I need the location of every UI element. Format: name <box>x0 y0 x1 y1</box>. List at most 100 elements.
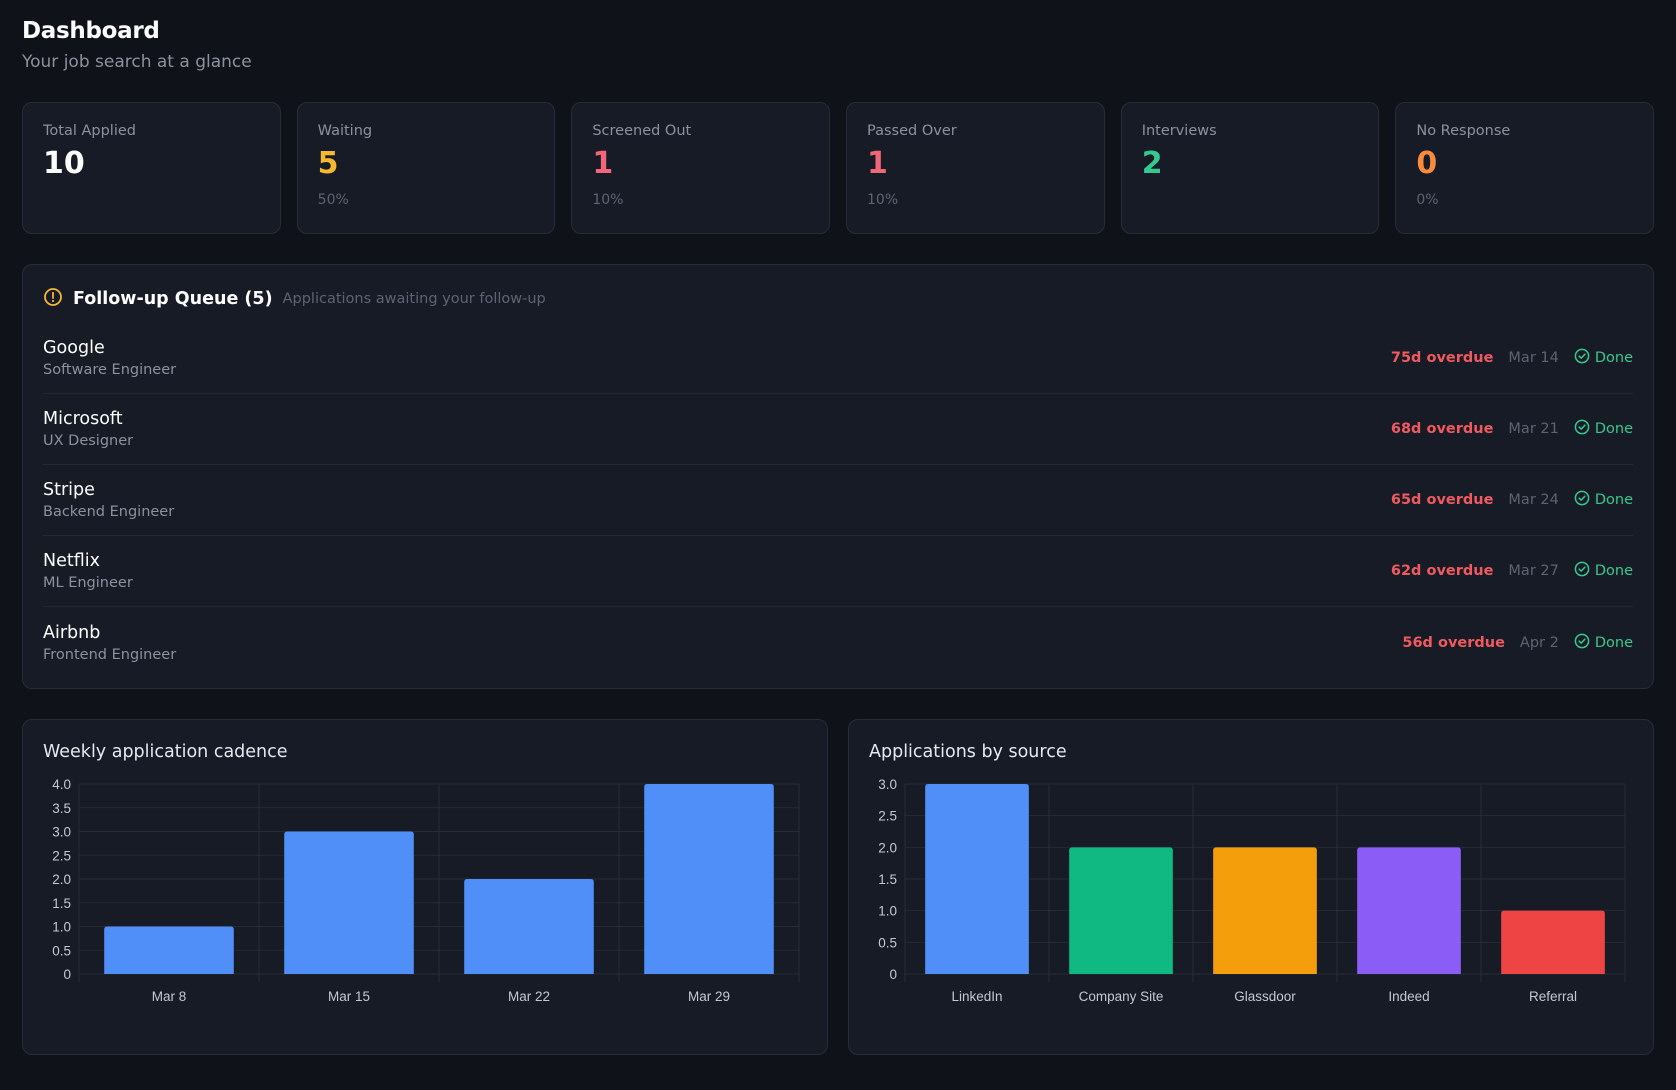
queue-item-meta: 56d overdue Apr 2 Done <box>1402 633 1633 653</box>
done-label: Done <box>1594 421 1633 437</box>
stat-value: 1 <box>867 146 888 181</box>
applied-date: Apr 2 <box>1519 634 1559 651</box>
done-button[interactable]: Done <box>1574 561 1633 581</box>
queue-item-meta: 62d overdue Mar 27 Done <box>1391 561 1633 581</box>
bar[interactable] <box>1213 847 1317 974</box>
x-tick-label: Mar 22 <box>508 989 550 1004</box>
queue-item-meta: 65d overdue Mar 24 Done <box>1391 490 1633 510</box>
job-role: Software Engineer <box>43 362 177 378</box>
stat-card-waiting: Waiting 5 50% <box>296 102 556 234</box>
job-role: Frontend Engineer <box>43 646 177 663</box>
x-tick-label: Mar 15 <box>328 989 370 1004</box>
x-tick-label: Glassdoor <box>1234 989 1296 1004</box>
chart-title: Weekly application cadence <box>43 742 288 762</box>
source-chart-card: Applications by source 0 0.5 1.0 1.5 2.0 2.5 3… <box>848 719 1654 1055</box>
y-tick-label: 1.0 <box>878 904 897 919</box>
y-tick-label: 2.5 <box>52 848 71 863</box>
done-label: Done <box>1594 563 1633 579</box>
x-tick-label: Mar 29 <box>688 989 730 1004</box>
page-title: Dashboard <box>22 18 160 44</box>
done-label: Done <box>1594 634 1633 651</box>
x-tick-label: Indeed <box>1388 989 1429 1004</box>
company-name: Stripe <box>43 480 95 500</box>
y-tick-label: 2.0 <box>878 840 897 855</box>
x-tick-label: Company Site <box>1079 989 1164 1004</box>
bar[interactable] <box>104 926 234 975</box>
done-label: Done <box>1594 350 1633 366</box>
queue-item-info: Netflix ML Engineer <box>43 551 133 591</box>
x-tick-label: Referral <box>1529 989 1577 1004</box>
y-tick-label: 0.5 <box>878 935 897 950</box>
stat-label: Interviews <box>1141 123 1217 139</box>
queue-item-meta: 75d overdue Mar 14 Done <box>1391 348 1633 368</box>
done-button[interactable]: Done <box>1574 490 1633 510</box>
bar[interactable] <box>1501 910 1605 974</box>
queue-item: Stripe Backend Engineer 65d overdue Mar … <box>43 465 1633 536</box>
overdue-badge: 62d overdue <box>1390 563 1494 579</box>
applied-date: Mar 24 <box>1508 492 1559 508</box>
check-circle-icon <box>1574 419 1595 439</box>
stat-card-passed-over: Passed Over 1 10% <box>846 102 1105 234</box>
stat-label: Total Applied <box>43 123 136 139</box>
stat-percent: 0% <box>1416 192 1439 208</box>
done-label: Done <box>1594 492 1633 508</box>
queue-item-info: Google Software Engineer <box>43 338 176 378</box>
check-circle-icon <box>1574 633 1595 653</box>
page-subtitle: Your job search at a glance <box>22 52 252 72</box>
y-tick-label: 0 <box>889 967 897 982</box>
stats-row: Total Applied 10 Waiting 5 50% Screened … <box>22 102 1655 234</box>
stat-label: Waiting <box>317 123 373 139</box>
stat-card-interviews: Interviews 2 <box>1120 102 1380 234</box>
stat-percent: 10% <box>867 192 899 208</box>
applied-date: Mar 14 <box>1508 350 1559 366</box>
follow-up-queue: Follow-up Queue (5) Applications awaitin… <box>22 264 1654 689</box>
queue-item: Airbnb Frontend Engineer 56d overdue Apr… <box>43 607 1633 678</box>
queue-description: Applications awaiting your follow-up <box>282 291 546 307</box>
done-button[interactable]: Done <box>1574 348 1633 368</box>
stat-card-total-applied: Total Applied 10 <box>22 102 281 234</box>
job-role: ML Engineer <box>43 575 133 591</box>
overdue-badge: 75d overdue <box>1390 350 1494 366</box>
stat-value: 10 <box>43 146 85 181</box>
done-button[interactable]: Done <box>1574 633 1633 653</box>
x-tick-label: Mar 8 <box>152 989 187 1004</box>
stat-percent: 50% <box>317 192 349 208</box>
stat-value: 5 <box>317 146 339 181</box>
y-tick-label: 4.0 <box>52 777 71 792</box>
queue-header: Follow-up Queue (5) Applications awaitin… <box>43 287 1633 311</box>
stat-label: Passed Over <box>867 123 957 139</box>
job-role: UX Designer <box>43 433 134 449</box>
queue-item-info: Microsoft UX Designer <box>43 409 133 449</box>
stat-label: Screened Out <box>592 123 692 139</box>
stat-card-no-response: No Response 0 0% <box>1395 102 1655 234</box>
y-tick-label: 0 <box>63 967 71 982</box>
bar[interactable] <box>284 831 414 975</box>
bar[interactable] <box>464 879 594 974</box>
stat-value: 2 <box>1141 146 1163 181</box>
queue-item-info: Stripe Backend Engineer <box>43 480 174 520</box>
overdue-badge: 56d overdue <box>1402 634 1505 651</box>
overdue-badge: 68d overdue <box>1390 421 1494 437</box>
y-tick-label: 1.5 <box>878 872 897 887</box>
company-name: Google <box>43 338 105 358</box>
check-circle-icon <box>1574 490 1595 510</box>
chart-title: Applications by source <box>869 742 1067 762</box>
company-name: Microsoft <box>43 409 123 429</box>
done-button[interactable]: Done <box>1574 419 1633 439</box>
y-tick-label: 2.0 <box>52 872 71 887</box>
bar[interactable] <box>1069 847 1173 974</box>
y-tick-label: 0.5 <box>52 943 71 958</box>
stat-label: No Response <box>1416 123 1511 139</box>
bar[interactable] <box>1357 847 1461 974</box>
company-name: Netflix <box>43 551 100 571</box>
stat-value: 1 <box>592 146 614 181</box>
bar[interactable] <box>925 784 1029 974</box>
source-chart: 0 0.5 1.0 1.5 2.0 2.5 3.0 LinkedIn Company Site G… <box>878 777 1626 1004</box>
queue-item-meta: 68d overdue Mar 21 Done <box>1391 419 1633 439</box>
bar[interactable] <box>644 784 774 974</box>
queue-list: Google Software Engineer 75d overdue Mar… <box>43 323 1633 678</box>
weekly-cadence-chart: 0 0.5 1.0 1.5 2.0 2.5 3.0 3.5 4.0 Mar 8 Mar 15 Mar … <box>52 777 800 1004</box>
stat-card-screened-out: Screened Out 1 10% <box>571 102 831 234</box>
y-tick-label: 3.0 <box>52 825 71 840</box>
y-tick-label: 2.5 <box>878 809 897 824</box>
